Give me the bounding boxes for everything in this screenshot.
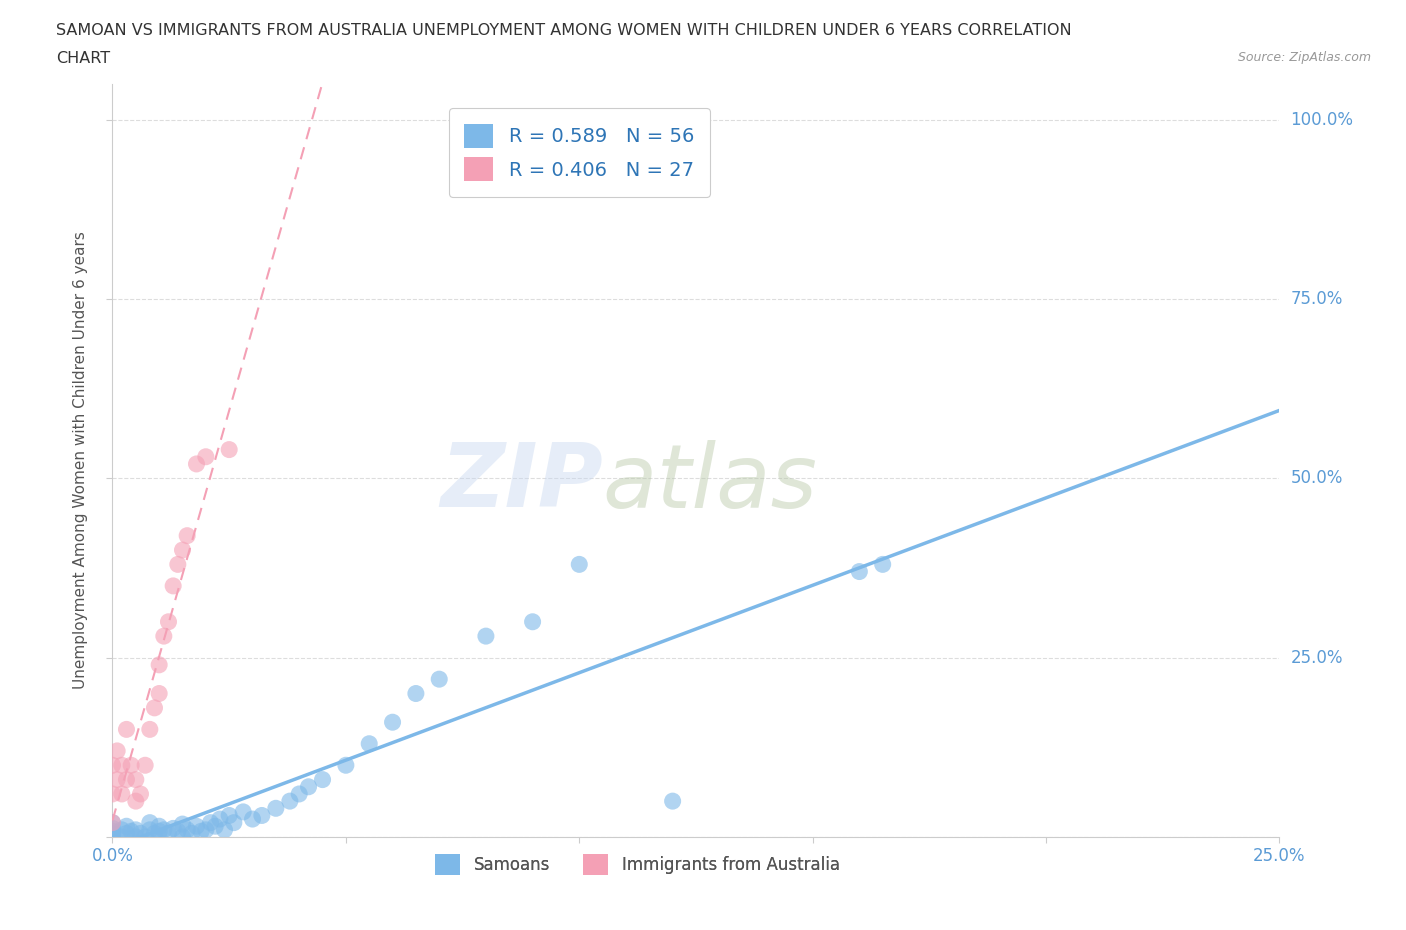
- Point: [101, 830, 124, 844]
- Point: [157, 615, 180, 630]
- Point: [661, 793, 683, 808]
- Point: [148, 686, 170, 701]
- Text: 25.0%: 25.0%: [1291, 648, 1343, 667]
- Point: [218, 808, 240, 823]
- Text: atlas: atlas: [603, 440, 817, 526]
- Point: [218, 442, 240, 457]
- Point: [148, 824, 170, 839]
- Point: [264, 801, 287, 816]
- Point: [381, 715, 404, 730]
- Point: [200, 816, 222, 830]
- Point: [172, 830, 194, 844]
- Point: [872, 557, 894, 572]
- Point: [232, 804, 254, 819]
- Point: [162, 821, 184, 836]
- Point: [129, 826, 152, 841]
- Text: ZIP: ZIP: [440, 440, 603, 526]
- Point: [115, 722, 138, 737]
- Point: [162, 578, 184, 593]
- Point: [139, 822, 162, 837]
- Point: [101, 821, 124, 836]
- Point: [105, 772, 128, 787]
- Point: [166, 557, 188, 572]
- Point: [101, 826, 124, 841]
- Point: [153, 629, 176, 644]
- Point: [125, 822, 148, 837]
- Point: [475, 629, 498, 644]
- Text: Source: ZipAtlas.com: Source: ZipAtlas.com: [1237, 51, 1371, 64]
- Text: 50.0%: 50.0%: [1291, 470, 1343, 487]
- Text: 100.0%: 100.0%: [1291, 111, 1354, 128]
- Point: [427, 671, 450, 686]
- Point: [120, 758, 142, 773]
- Point: [148, 830, 170, 844]
- Point: [194, 822, 217, 837]
- Point: [335, 758, 357, 773]
- Point: [848, 565, 870, 579]
- Point: [194, 449, 217, 464]
- Point: [242, 812, 264, 827]
- Point: [172, 542, 194, 557]
- Text: CHART: CHART: [56, 51, 110, 66]
- Point: [125, 793, 148, 808]
- Point: [125, 830, 148, 844]
- Point: [166, 824, 188, 839]
- Point: [208, 812, 231, 827]
- Text: 75.0%: 75.0%: [1291, 290, 1343, 308]
- Point: [143, 700, 166, 715]
- Point: [405, 686, 427, 701]
- Point: [250, 808, 273, 823]
- Point: [186, 818, 208, 833]
- Y-axis label: Unemployment Among Women with Children Under 6 years: Unemployment Among Women with Children U…: [73, 232, 89, 689]
- Point: [176, 822, 198, 837]
- Point: [522, 615, 544, 630]
- Point: [101, 787, 124, 802]
- Point: [190, 824, 212, 839]
- Text: SAMOAN VS IMMIGRANTS FROM AUSTRALIA UNEMPLOYMENT AMONG WOMEN WITH CHILDREN UNDER: SAMOAN VS IMMIGRANTS FROM AUSTRALIA UNEM…: [56, 23, 1071, 38]
- Point: [111, 822, 134, 837]
- Point: [139, 816, 162, 830]
- Point: [214, 822, 236, 837]
- Point: [568, 557, 591, 572]
- Point: [129, 787, 152, 802]
- Point: [111, 787, 134, 802]
- Point: [105, 743, 128, 758]
- Point: [134, 758, 156, 773]
- Point: [204, 818, 226, 833]
- Point: [180, 826, 202, 841]
- Point: [176, 528, 198, 543]
- Point: [111, 758, 134, 773]
- Point: [115, 818, 138, 833]
- Point: [359, 737, 381, 751]
- Point: [153, 822, 176, 837]
- Point: [278, 793, 301, 808]
- Point: [115, 772, 138, 787]
- Point: [134, 830, 156, 844]
- Point: [115, 826, 138, 841]
- Point: [139, 722, 162, 737]
- Point: [101, 816, 124, 830]
- Point: [297, 779, 319, 794]
- Point: [101, 824, 124, 839]
- Point: [311, 772, 333, 787]
- Point: [148, 818, 170, 833]
- Point: [101, 758, 124, 773]
- Point: [148, 658, 170, 672]
- Point: [222, 816, 245, 830]
- Point: [111, 830, 134, 844]
- Legend: Samoans, Immigrants from Australia: Samoans, Immigrants from Australia: [429, 848, 846, 882]
- Point: [143, 826, 166, 841]
- Point: [157, 826, 180, 841]
- Point: [120, 824, 142, 839]
- Point: [101, 816, 124, 830]
- Point: [288, 787, 311, 802]
- Point: [172, 817, 194, 831]
- Point: [186, 457, 208, 472]
- Point: [125, 772, 148, 787]
